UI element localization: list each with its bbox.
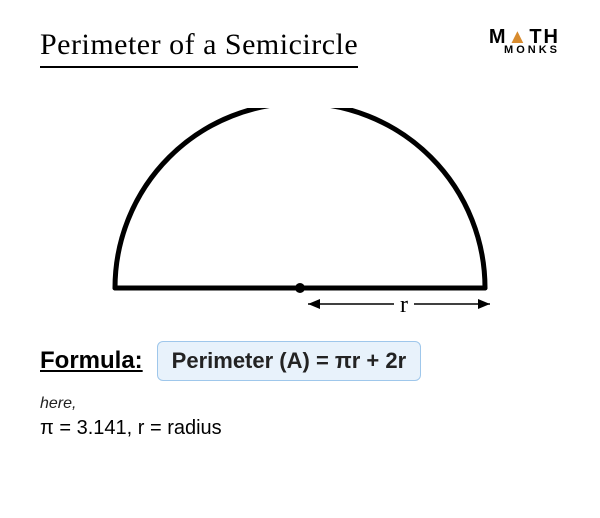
semicircle-diagram: r: [40, 108, 560, 323]
brand-logo: M▲TH MONKS: [489, 28, 560, 56]
formula-expression: Perimeter (A) = πr + 2r: [157, 341, 422, 381]
notes-defs: π = 3.141, r = radius: [40, 417, 560, 440]
formula-label: Formula:: [40, 347, 143, 375]
page-title: Perimeter of a Semicircle: [40, 28, 358, 68]
svg-text:r: r: [400, 292, 408, 318]
notes-here: here,: [40, 395, 560, 413]
semicircle-svg: r: [60, 108, 540, 318]
